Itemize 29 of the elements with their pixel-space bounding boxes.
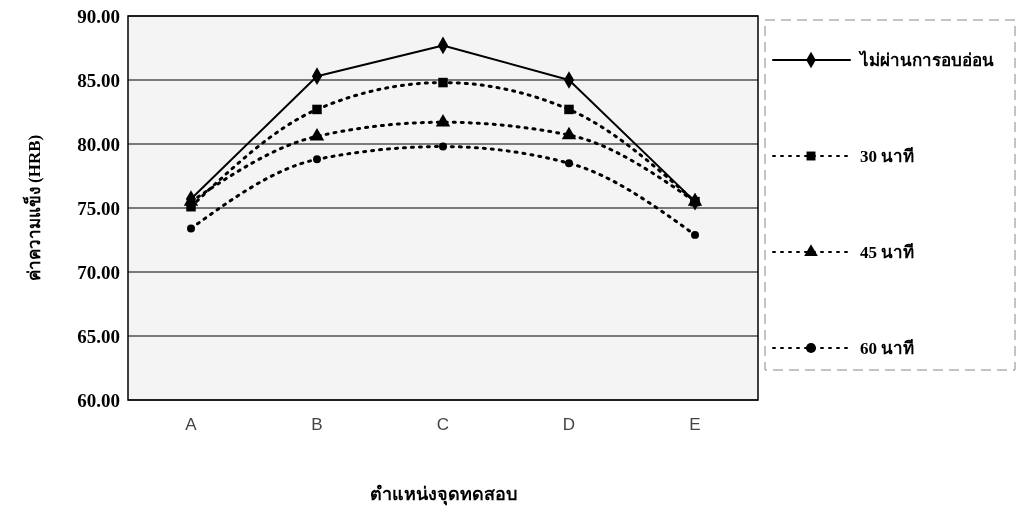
point	[691, 230, 699, 239]
point	[561, 126, 577, 140]
x-axis-title: ตำแหน่งจุดทดสอบ	[369, 484, 517, 506]
y-tick-label: 60.00	[77, 389, 120, 411]
x-tick-label: C	[436, 415, 450, 434]
point	[565, 159, 573, 168]
y-tick-label: 85.00	[77, 69, 120, 91]
y-tick-label: 65.00	[77, 325, 120, 347]
point	[435, 113, 451, 127]
y-tick-label: 75.00	[77, 197, 120, 219]
y-axis-title: ค่าความแข็ง (HRB)	[22, 134, 44, 282]
x-tick-label: D	[562, 415, 576, 434]
point	[312, 104, 322, 115]
point	[187, 224, 195, 233]
legend-label: ไม่ผ่านการอบอ่อน	[858, 49, 994, 70]
x-tick-label: E	[689, 415, 701, 434]
x-tick-label: A	[185, 415, 198, 434]
y-tick-label: 70.00	[77, 261, 120, 283]
point	[309, 128, 325, 141]
x-tick-label: B	[311, 415, 323, 434]
point	[438, 77, 448, 88]
legend-label: 45 นาที	[860, 241, 915, 262]
point	[439, 142, 447, 151]
legend-label: 60 นาที	[860, 337, 915, 358]
point	[564, 104, 574, 115]
y-tick-label: 90.00	[77, 5, 120, 27]
legend-label: 30 นาที	[860, 145, 915, 166]
point	[313, 155, 321, 164]
y-tick-label: 80.00	[77, 133, 120, 155]
